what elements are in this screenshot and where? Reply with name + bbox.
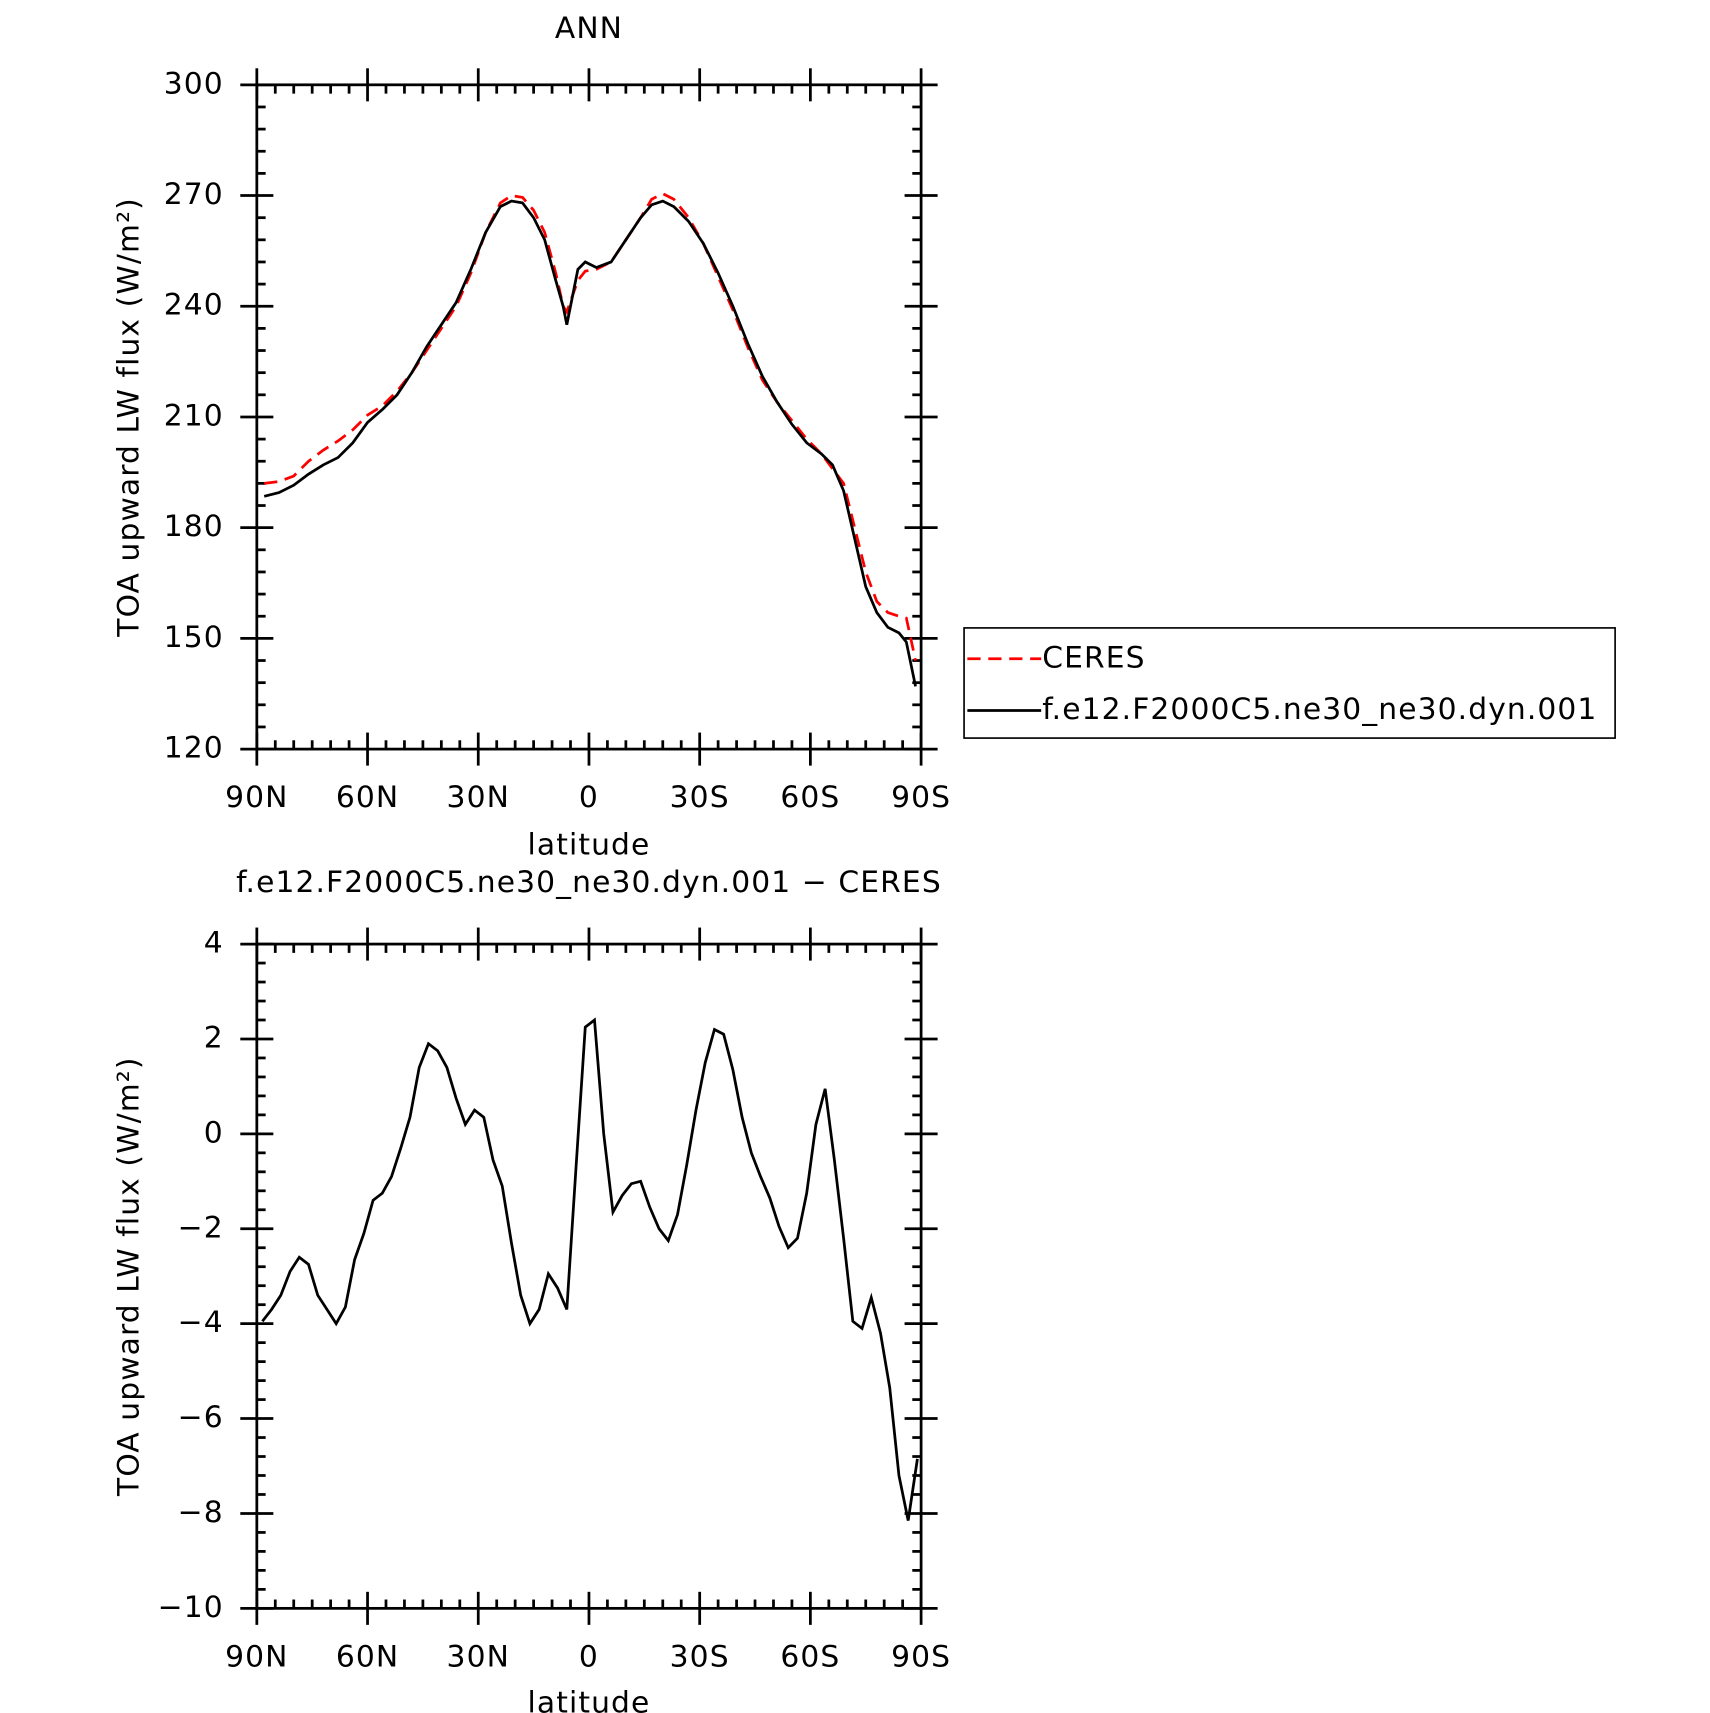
y-tick-label: 300 <box>164 66 224 101</box>
y-tick-label: −10 <box>158 1590 224 1625</box>
y-tick-label: 0 <box>204 1115 224 1150</box>
y-tick-label: 240 <box>164 288 224 323</box>
x-axis-label: latitude <box>528 1686 651 1713</box>
legend-label: CERES <box>1042 640 1145 675</box>
legend-label: f.e12.F2000C5.ne30_ne30.dyn.001 <box>1042 692 1597 727</box>
plot-frame <box>255 83 923 751</box>
x-tick-label: 60N <box>336 1639 399 1674</box>
x-tick-label: 0 <box>579 780 599 815</box>
y-tick-label: 120 <box>164 731 224 766</box>
y-tick-label: 210 <box>164 398 224 433</box>
series-line <box>263 199 917 687</box>
y-tick-label: −2 <box>178 1210 224 1245</box>
y-tick-label: −8 <box>178 1495 224 1530</box>
x-tick-label: 30N <box>447 780 510 815</box>
plot-frame <box>255 942 923 1610</box>
y-tick-label: 4 <box>204 926 224 961</box>
x-tick-label: 0 <box>579 1639 599 1674</box>
x-tick-label: 60N <box>336 780 399 815</box>
y-tick-label: −6 <box>178 1400 224 1435</box>
chart-title: ANN <box>555 11 623 46</box>
x-tick-label: 90S <box>891 780 951 815</box>
chart-title: f.e12.F2000C5.ne30_ne30.dyn.001 − CERES <box>236 865 942 900</box>
series-line <box>261 1017 919 1521</box>
x-tick-label: 30N <box>447 1639 510 1674</box>
y-tick-label: 270 <box>164 177 224 212</box>
x-tick-label: 90N <box>225 1639 288 1674</box>
legend-box <box>963 627 1616 739</box>
x-tick-label: 90N <box>225 780 288 815</box>
y-axis-label: TOA upward LW flux (W/m²) <box>112 197 147 637</box>
x-tick-label: 30S <box>670 1639 730 1674</box>
x-tick-label: 90S <box>891 1639 951 1674</box>
y-tick-label: 2 <box>204 1020 224 1055</box>
x-tick-label: 60S <box>780 780 840 815</box>
legend: CERES f.e12.F2000C5.ne30_ne30.dyn.001 <box>963 627 1616 739</box>
x-axis-label: latitude <box>528 828 651 863</box>
y-axis-label: TOA upward LW flux (W/m²) <box>112 1056 147 1496</box>
x-tick-label: 30S <box>670 780 730 815</box>
y-tick-label: −4 <box>178 1305 224 1340</box>
y-tick-label: 150 <box>164 620 224 655</box>
x-tick-label: 60S <box>780 1639 840 1674</box>
y-tick-label: 180 <box>164 509 224 544</box>
